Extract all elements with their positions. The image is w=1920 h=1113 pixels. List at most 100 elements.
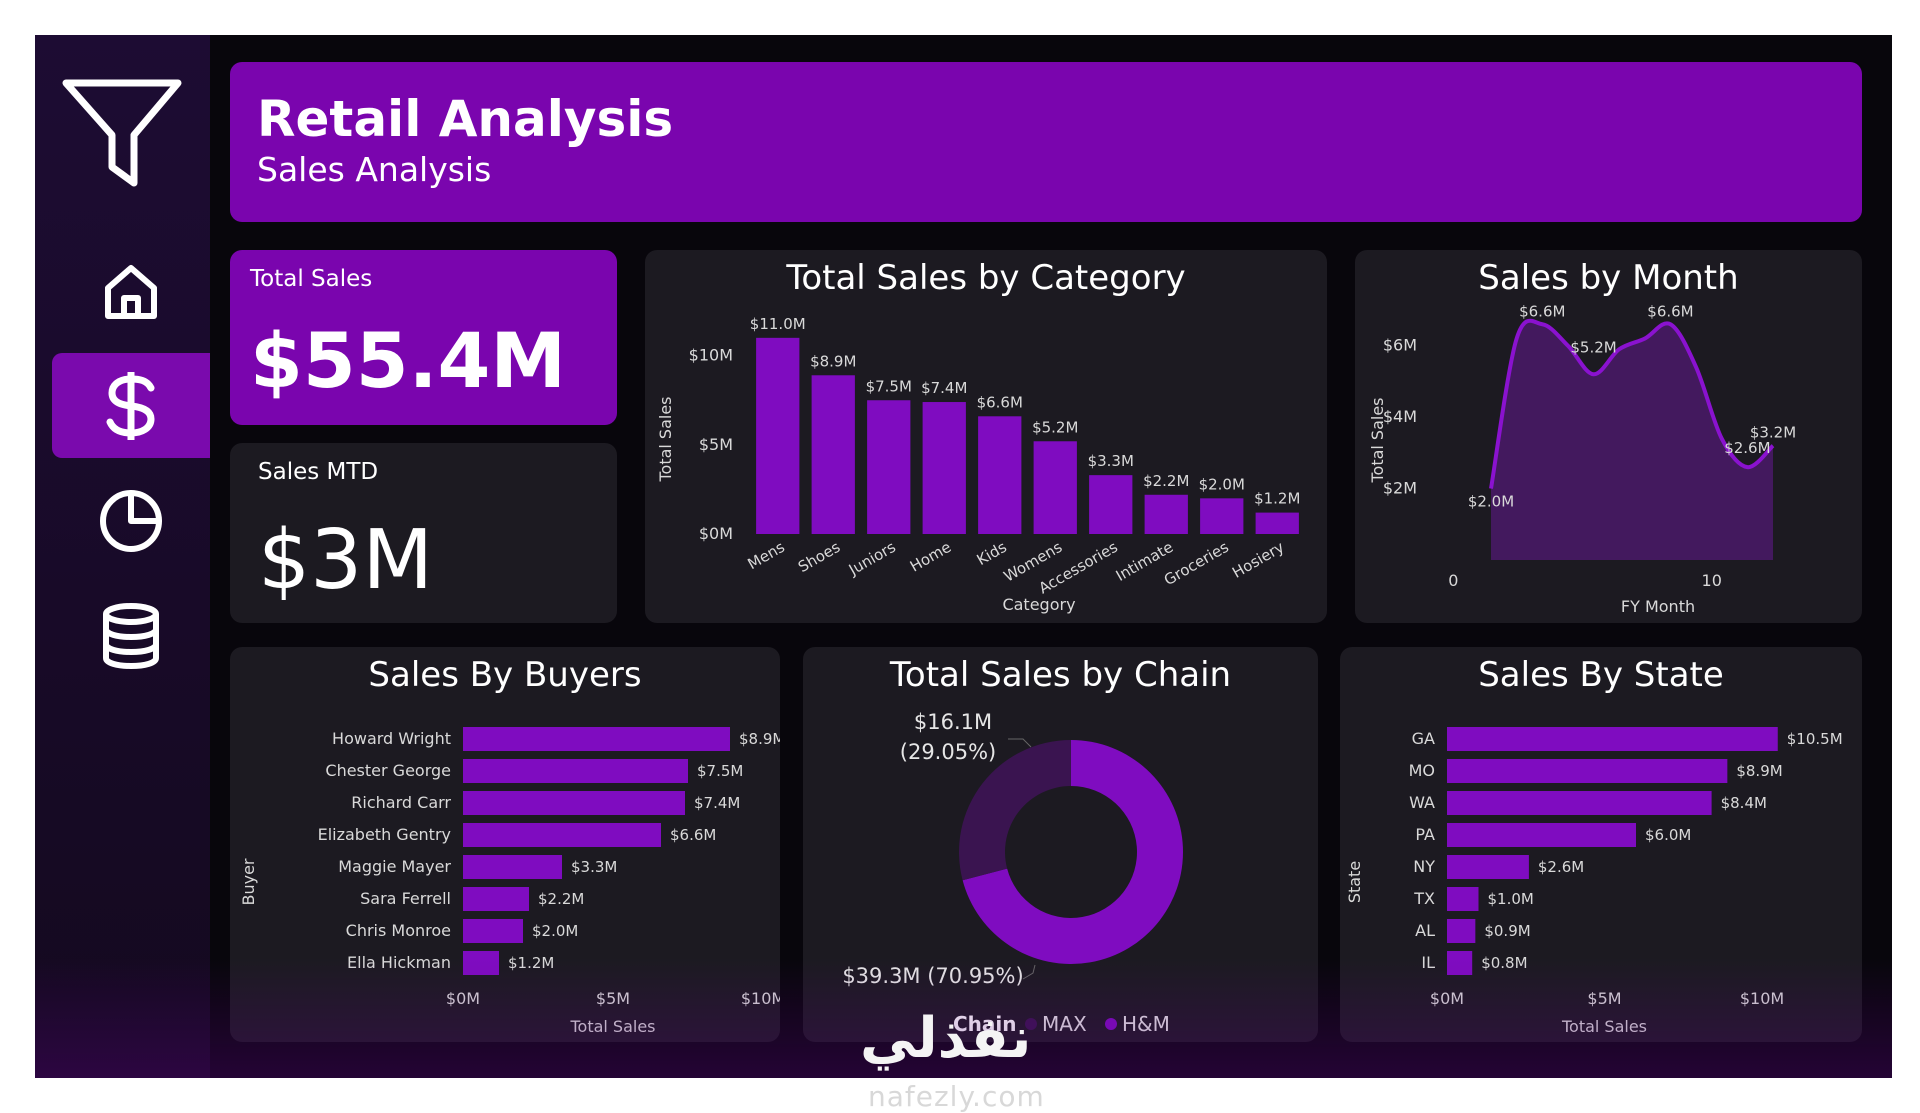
category-label: NY [1413, 857, 1435, 876]
category-chart-panel: Total Sales by Category $0M $5M $10M Total … [645, 250, 1327, 623]
y-axis-title: Total Sales [656, 396, 675, 482]
bar [1447, 951, 1473, 975]
data-label: $1.0M [1488, 890, 1534, 908]
data-label: $2.2M [1143, 472, 1189, 490]
y-axis-title: State [1345, 861, 1364, 903]
buyers-chart-panel: Sales By Buyers Howard Wright $8.9M Cheste… [230, 647, 780, 1042]
y-tick-label: $10M [689, 346, 733, 365]
data-label: $11.0M [750, 315, 806, 333]
bar [867, 400, 911, 534]
data-label: $2.6M [1724, 439, 1770, 457]
bar [463, 823, 661, 847]
data-label: $10.5M [1787, 730, 1843, 748]
page-title: Retail Analysis [257, 90, 674, 148]
data-label: $8.9M [739, 730, 780, 748]
pie-chart-icon [97, 487, 165, 555]
x-tick-label: 0 [1448, 571, 1458, 590]
database-icon [100, 602, 162, 670]
bar [463, 919, 523, 943]
x-axis-title: FY Month [1621, 597, 1695, 616]
bar [1255, 512, 1299, 534]
chain-chart: $16.1M (29.05%) $39.3M (70.95%) Chain MAX H&M [842, 710, 1183, 1036]
y-tick-label: $2M [1383, 479, 1417, 498]
data-label: $0.9M [1484, 922, 1530, 940]
data-label: $2.0M [1199, 475, 1245, 493]
bar [463, 791, 685, 815]
x-tick-label: $10M [1740, 989, 1784, 1008]
y-axis-title: Buyer [239, 858, 258, 905]
data-label: $7.5M [697, 762, 743, 780]
x-axis-title: Total Sales [1561, 1017, 1647, 1036]
category-label: Richard Carr [351, 793, 451, 812]
donut-slice-hm [962, 740, 1183, 964]
bar [1447, 759, 1728, 783]
y-tick-label: $6M [1383, 336, 1417, 355]
x-tick-label: $0M [1430, 989, 1464, 1008]
category-label: AL [1415, 921, 1435, 940]
bar [1089, 475, 1133, 534]
bar [463, 887, 529, 911]
bar [978, 416, 1022, 534]
slice-label-hm: $39.3M (70.95%) [842, 964, 1023, 988]
category-label: Chester George [325, 761, 451, 780]
legend-label-hm: H&M [1122, 1012, 1170, 1036]
data-label: $7.5M [866, 377, 912, 395]
data-label: $3.3M [1088, 452, 1134, 470]
month-chart-panel: Sales by Month $2M $4M $6M Total Sales 0 10 $2… [1355, 250, 1862, 623]
data-label: $6.6M [1647, 302, 1693, 320]
nav-home[interactable] [52, 238, 210, 343]
data-label: $2.6M [1538, 858, 1584, 876]
x-tick-label: $5M [596, 989, 630, 1008]
data-label: $0.8M [1481, 954, 1527, 972]
legend-label-max: MAX [1042, 1012, 1087, 1036]
bar [1447, 919, 1476, 943]
legend-title: Chain [953, 1012, 1017, 1036]
page-subtitle: Sales Analysis [257, 150, 492, 189]
nav-sales[interactable] [52, 353, 210, 458]
x-tick-label: $5M [1587, 989, 1621, 1008]
nav-analytics[interactable] [52, 468, 210, 573]
kpi-sales-mtd-label: Sales MTD [258, 459, 379, 485]
series-line [1489, 318, 1775, 489]
category-label: PA [1415, 825, 1435, 844]
kpi-total-sales-label: Total Sales [250, 266, 373, 292]
bar [1447, 791, 1712, 815]
category-label: Ella Hickman [347, 953, 451, 972]
y-tick-label: $0M [699, 524, 733, 543]
data-label: $6.0M [1645, 826, 1691, 844]
bar [463, 727, 730, 751]
x-tick-label: Home [907, 538, 954, 576]
data-label: $3.3M [571, 858, 617, 876]
data-label: $8.4M [1721, 794, 1767, 812]
kpi-total-sales-value: $55.4M [250, 316, 567, 405]
category-label: Maggie Mayer [338, 857, 451, 876]
area-fill [1491, 320, 1773, 560]
x-axis-title: Category [1002, 595, 1075, 614]
category-label: Chris Monroe [346, 921, 451, 940]
dollar-icon [101, 370, 161, 442]
kpi-sales-mtd-value: $3M [258, 513, 434, 608]
category-label: Howard Wright [332, 729, 451, 748]
report-header: Retail Analysis Sales Analysis [230, 62, 1862, 222]
data-label: $7.4M [694, 794, 740, 812]
bar [1144, 494, 1188, 534]
x-tick-label: $0M [446, 989, 480, 1008]
chain-chart-panel: Total Sales by Chain $16.1M (29.05%) $39.3… [803, 647, 1318, 1042]
filter-icon[interactable] [60, 75, 185, 194]
x-tick-label: Juniors [845, 538, 899, 580]
kpi-total-sales: Total Sales $55.4M [230, 250, 617, 425]
x-tick-label: Mens [745, 538, 788, 573]
bar [811, 375, 855, 534]
chain-chart-title: Total Sales by Chain [889, 655, 1232, 695]
bar [1200, 498, 1244, 534]
month-chart: $2M $4M $6M Total Sales 0 10 $2.0M $6.6M $5.2M $6… [1368, 302, 1796, 616]
nav-data[interactable] [52, 583, 210, 688]
watermark-brand: نفذلي [860, 1006, 1032, 1071]
data-label: $5.2M [1032, 418, 1078, 436]
x-tick-label: $10M [741, 989, 780, 1008]
data-label: $5.2M [1570, 338, 1616, 356]
data-label: $6.6M [670, 826, 716, 844]
month-chart-title: Sales by Month [1478, 258, 1739, 298]
data-label: $2.0M [532, 922, 578, 940]
x-tick-label: 10 [1702, 571, 1722, 590]
